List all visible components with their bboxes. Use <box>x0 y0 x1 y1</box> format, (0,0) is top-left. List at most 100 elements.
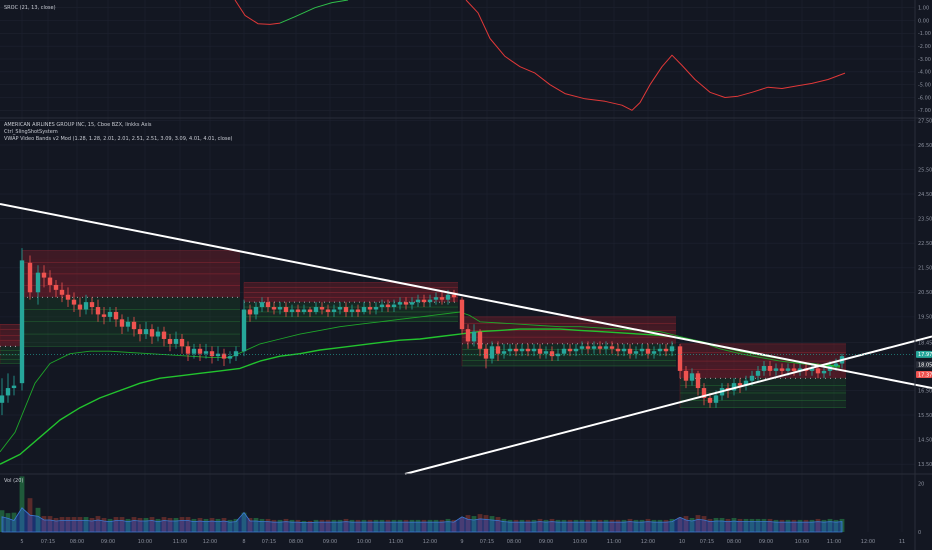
volume-bar <box>77 517 83 532</box>
x-tick-label: 09:00 <box>101 539 115 545</box>
candle-body <box>815 368 821 374</box>
candle-body <box>483 348 489 359</box>
y-tick-label: 18.45 <box>918 340 932 346</box>
candle-body <box>137 329 143 335</box>
volume-bar <box>737 518 743 532</box>
candle-body <box>379 304 385 308</box>
volume-bar <box>495 517 501 532</box>
volume-bar <box>543 519 549 532</box>
candle-body <box>77 304 83 310</box>
volume-bar <box>561 519 567 532</box>
volume-bar <box>639 519 645 532</box>
volume-title[interactable]: Vol (20) <box>4 478 23 484</box>
volume-bar <box>591 519 597 532</box>
overlay-title-slingshot[interactable]: Ctrl_SlingShotSystem <box>4 129 58 135</box>
volume-bar <box>621 519 627 532</box>
x-tick-label: 5 <box>20 539 23 545</box>
candle-body <box>513 348 519 352</box>
volume-bar <box>307 520 313 532</box>
x-tick-label: 11:00 <box>173 539 187 545</box>
x-tick-label: 10:00 <box>573 539 587 545</box>
volume-bar <box>173 517 179 532</box>
candle-body <box>677 346 683 371</box>
candle-body <box>737 383 743 386</box>
price-title[interactable]: AMERICAN AIRLINES GROUP INC, 15, Cboe BZ… <box>4 122 152 128</box>
y-tick-label: 0.00 <box>918 18 929 24</box>
trendline <box>0 202 932 390</box>
y-tick-label: 16.50 <box>918 388 932 394</box>
sroc-title[interactable]: SROC (21, 13, close) <box>4 5 56 11</box>
candle-body <box>185 346 191 354</box>
volume-bar <box>65 517 71 532</box>
volume-bar <box>373 519 379 532</box>
x-tick-label: 12:00 <box>641 539 655 545</box>
volume-bar <box>645 518 651 532</box>
candle-body <box>71 299 77 305</box>
price-badge <box>916 350 932 358</box>
x-tick-label: 07:15 <box>480 539 494 545</box>
candle-body <box>259 302 265 308</box>
sroc-line <box>234 0 281 25</box>
vwap-upper-band <box>462 339 676 344</box>
y-tick-label: -6.00 <box>918 95 931 101</box>
trendlines[interactable] <box>0 202 932 475</box>
volume-bar <box>349 519 355 532</box>
x-tick-label: 08:00 <box>727 539 741 545</box>
price-axis[interactable]: 1.00 0.00 -1.00 -2.00 -3.00 -4.00 -5.00 -6.00 -7… <box>918 5 932 535</box>
candle-body <box>749 375 755 381</box>
candle-body <box>471 331 477 342</box>
volume-bar <box>233 518 239 532</box>
y-tick-label: -1.00 <box>918 31 931 37</box>
volume-bar <box>331 519 337 532</box>
volume-bar <box>209 517 215 532</box>
volume-bar <box>137 517 143 532</box>
volume-ma-area <box>1 507 843 533</box>
volume-bar <box>773 519 779 532</box>
volume-bar <box>731 517 737 532</box>
volume-bar <box>83 517 89 532</box>
y-tick-label: 21.50 <box>918 266 932 272</box>
time-axis[interactable]: 5 07:15 08:00 09:00 10:00 11:00 12:00 8 07:15 08:… <box>20 539 905 545</box>
overlay-title-vwap[interactable]: VWAP Video Bands v2 Mod (1.28, 1.28, 2.0… <box>4 136 233 142</box>
candle-body <box>47 277 53 285</box>
volume-bar <box>161 517 167 532</box>
candle-body <box>283 307 289 312</box>
y-tick-label: 14.50 <box>918 437 932 443</box>
candle-body <box>567 348 573 352</box>
x-tick-label: 09:00 <box>759 539 773 545</box>
y-tick-label: -7.00 <box>918 108 931 114</box>
x-tick-label: 11:00 <box>827 539 841 545</box>
vwap-upper-band <box>0 335 22 339</box>
volume-bar <box>313 519 319 532</box>
volume-bar <box>409 519 415 532</box>
y-tick-label: 23.50 <box>918 216 932 222</box>
candle-body <box>367 307 373 310</box>
volume-bar <box>101 517 107 532</box>
candle-body <box>561 348 567 354</box>
volume-bar <box>689 517 695 532</box>
volume-bar <box>131 517 137 532</box>
volume-bar <box>343 518 349 532</box>
volume-bar <box>241 512 247 532</box>
candle-body <box>663 348 669 352</box>
candle-body <box>609 346 615 349</box>
price-badge <box>916 370 932 378</box>
x-tick-label: 07:15 <box>262 539 276 545</box>
volume-bar <box>797 519 803 532</box>
vwap-upper-band <box>680 343 846 350</box>
candle-body <box>253 307 259 315</box>
candle-body <box>337 307 343 310</box>
y-tick-label: 1.00 <box>918 5 929 11</box>
candle-body <box>11 385 17 389</box>
x-tick-label: 09:00 <box>539 539 553 545</box>
candle-body <box>415 299 421 303</box>
volume-bar <box>403 519 409 532</box>
volume-bar <box>767 518 773 532</box>
volume-bar <box>707 518 713 532</box>
candle-body <box>307 309 313 312</box>
price-badge <box>916 361 932 369</box>
volume-bar <box>319 519 325 532</box>
candle-body <box>633 351 639 354</box>
x-tick-label: 10:00 <box>138 539 152 545</box>
